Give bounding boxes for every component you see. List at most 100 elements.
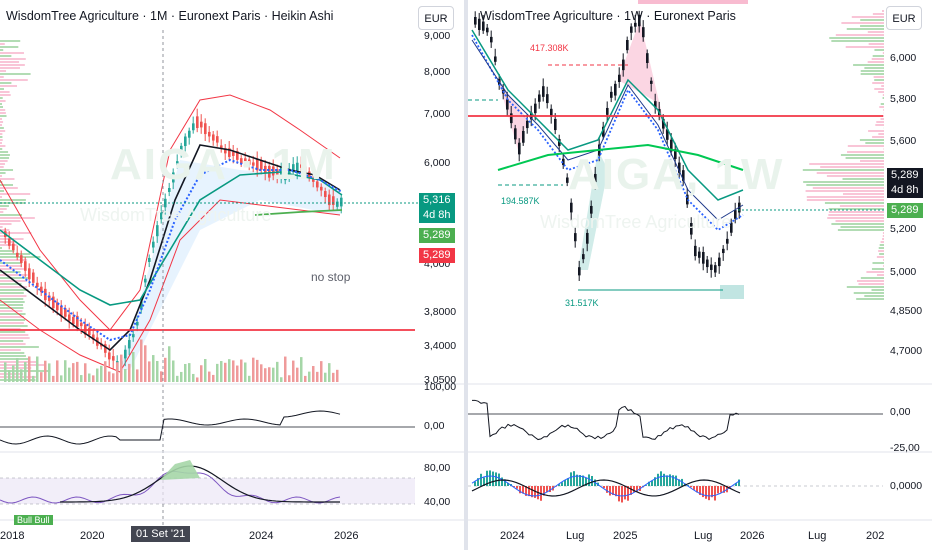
volume-profile-bar <box>0 376 38 378</box>
price-candle <box>646 53 649 63</box>
right-chart-pane[interactable]: AIGA, 1W WisdomTree Agriculture WisdomTr… <box>468 0 932 550</box>
volume-profile-bar <box>0 322 24 324</box>
volume-profile-bar <box>845 46 884 48</box>
volume-profile-bar <box>0 112 6 114</box>
price-candle <box>20 255 23 264</box>
price-candle <box>634 22 637 27</box>
volume-bar <box>16 358 19 382</box>
osc2-histogram-bar <box>585 478 587 486</box>
price-tick: 5,000 <box>890 266 917 278</box>
price-candle <box>176 161 179 166</box>
price-candle <box>212 134 215 141</box>
volume-profile-bar <box>0 97 3 99</box>
left-chart-canvas[interactable] <box>0 0 464 550</box>
osc2-histogram-bar <box>588 474 590 486</box>
price-candle <box>718 257 721 267</box>
price-candle <box>88 328 91 336</box>
price-candle <box>630 26 633 33</box>
osc2-histogram-bar <box>624 486 626 500</box>
volume-profile-bar <box>809 163 884 165</box>
osc2-signal-line <box>471 475 741 497</box>
volume-profile-bar <box>0 172 6 174</box>
price-candle <box>642 27 645 38</box>
volume-profile-bar <box>876 121 884 123</box>
osc2-main-line <box>471 479 741 497</box>
osc2-histogram-bar <box>633 486 635 493</box>
price-candle <box>666 129 669 140</box>
volume-profile-bar <box>806 199 884 201</box>
pane-divider[interactable] <box>464 0 468 550</box>
osc2-histogram-bar <box>645 485 647 486</box>
volume-profile-bar <box>874 79 884 81</box>
left-chart-pane[interactable]: AIGA · 1M WisdomTree Agriculture WisdomT… <box>0 0 464 550</box>
ema-price-tag: 5,289 <box>419 228 455 243</box>
price-tick: 4,8500 <box>890 305 923 317</box>
volume-profile-bar <box>831 223 884 225</box>
osc2-band <box>0 478 415 504</box>
volume-profile-bar <box>859 139 884 141</box>
volume-bar <box>224 362 227 382</box>
volume-profile-bar <box>840 154 884 156</box>
volume-bar <box>184 363 187 382</box>
volume-bar <box>276 361 279 382</box>
volume-bar <box>304 375 307 382</box>
price-candle <box>726 238 729 244</box>
volume-profile-bar <box>872 262 884 264</box>
volume-bar <box>60 375 63 382</box>
volume-profile-bar <box>0 328 21 330</box>
trend-region <box>618 20 668 140</box>
price-candle <box>80 322 83 327</box>
price-candle <box>522 130 525 143</box>
osc2-peak-fill <box>160 460 200 480</box>
watermark-name: WisdomTree Agriculture <box>80 205 272 225</box>
volume-profile-bar <box>0 175 2 177</box>
price-tick: 5,600 <box>890 135 917 147</box>
volume-bar <box>312 366 315 382</box>
price-candle <box>156 225 159 237</box>
volume-profile-bar <box>0 79 28 81</box>
price-candle <box>112 356 115 361</box>
volume-profile-bar <box>882 97 884 99</box>
volume-profile-bar <box>0 364 46 366</box>
volume-bar <box>8 370 11 382</box>
price-candle <box>594 173 597 183</box>
price-candle <box>698 251 701 258</box>
volume-bar <box>148 361 151 382</box>
volume-profile-bar <box>0 151 9 153</box>
volume-profile-bar <box>805 190 884 192</box>
volume-profile-bar <box>0 61 20 63</box>
price-candle <box>28 268 31 280</box>
right-chart-canvas[interactable] <box>468 0 932 550</box>
volume-profile-bar <box>812 187 884 189</box>
volume-bar <box>240 359 243 382</box>
volume-profile-bar <box>872 55 884 57</box>
price-candle <box>328 194 331 206</box>
price-candle <box>56 302 59 311</box>
volume-bar <box>96 368 99 382</box>
osc2-histogram-bar <box>696 486 698 493</box>
osc2-histogram-bar <box>690 486 692 488</box>
time-tick: 2024 <box>249 530 274 542</box>
currency-button[interactable]: EUR <box>418 6 454 30</box>
volume-bar <box>320 361 323 382</box>
price-candle <box>602 126 605 137</box>
volume-profile-bar <box>0 133 3 135</box>
price-candle <box>128 340 131 349</box>
volume-profile-bar <box>806 196 884 198</box>
volume-bar <box>236 365 239 382</box>
price-candle <box>702 251 705 264</box>
currency-button[interactable]: EUR <box>886 6 922 30</box>
volume-profile-bar <box>0 67 20 69</box>
osc2-histogram-bar <box>699 486 701 496</box>
volume-profile-bar <box>0 109 6 111</box>
osc2-histogram-bar <box>630 486 632 495</box>
volume-profile-bar <box>0 277 29 279</box>
price-candle <box>200 121 203 128</box>
osc2-histogram-bar <box>567 478 569 486</box>
volume-profile-bar <box>874 88 884 90</box>
osc2-histogram-bar <box>702 486 704 498</box>
upper-channel-line <box>0 94 341 331</box>
price-candle <box>268 165 271 178</box>
price-candle <box>48 295 51 302</box>
osc2-histogram-bar <box>603 486 605 489</box>
